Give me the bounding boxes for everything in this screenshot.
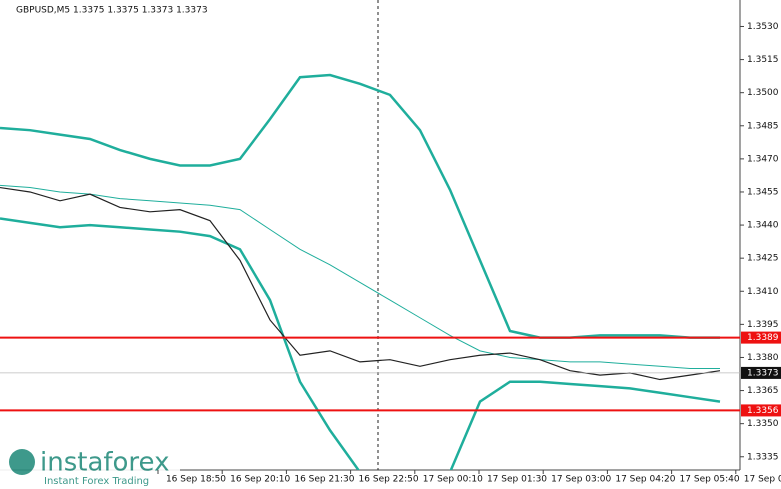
y-tick-label: 1.3530	[747, 22, 779, 32]
y-tick-label: 1.3410	[747, 287, 779, 297]
watermark-logo	[9, 449, 35, 475]
x-tick-label: 16 Sep 18:50	[166, 475, 226, 485]
level-label: 1.3356	[747, 406, 779, 416]
x-tick-label: 16 Sep 21:30	[294, 475, 354, 485]
x-tick-label: 17 Sep 07:00	[744, 475, 781, 485]
y-tick-label: 1.3425	[747, 254, 779, 264]
series-line	[0, 184, 720, 369]
y-tick-label: 1.3395	[747, 320, 779, 330]
current-price-tag	[741, 366, 781, 379]
chart-title: GBPUSD,M5 1.3375 1.3375 1.3373 1.3373	[16, 6, 208, 16]
y-tick-label: 1.3440	[747, 221, 779, 231]
x-tick-label: 17 Sep 04:20	[615, 475, 675, 485]
plot-area	[0, 73, 721, 470]
series-line	[0, 186, 721, 381]
level-tag	[741, 404, 781, 417]
current-price-label: 1.3373	[747, 368, 779, 378]
y-tick-label: 1.3380	[747, 353, 779, 363]
y-tick-label: 1.3455	[747, 187, 779, 197]
x-tick-label: 17 Sep 03:00	[551, 475, 611, 485]
x-tick-label: 16 Sep 22:50	[359, 475, 419, 485]
x-tick-label: 17 Sep 01:30	[487, 475, 547, 485]
y-tick-label: 1.3500	[747, 88, 779, 98]
x-tick-label: 17 Sep 00:10	[423, 475, 483, 485]
x-tick-label: 16 Sep 20:10	[230, 475, 290, 485]
watermark-tagline: Instant Forex Trading	[44, 476, 149, 487]
y-tick-label: 1.3365	[747, 386, 779, 396]
y-tick-label: 1.3350	[747, 419, 779, 429]
watermark-brand: instaforex	[40, 448, 169, 478]
x-tick-label: 17 Sep 05:40	[680, 475, 740, 485]
series-line	[0, 73, 720, 339]
y-tick-label: 1.3515	[747, 55, 779, 65]
y-tick-label: 1.3335	[747, 452, 779, 462]
level-tag	[741, 331, 781, 344]
series-line	[0, 217, 721, 470]
level-label: 1.3389	[747, 333, 779, 343]
y-tick-label: 1.3485	[747, 121, 779, 131]
y-tick-label: 1.3470	[747, 154, 779, 164]
watermark: instaforex Instant Forex Trading	[0, 444, 180, 489]
